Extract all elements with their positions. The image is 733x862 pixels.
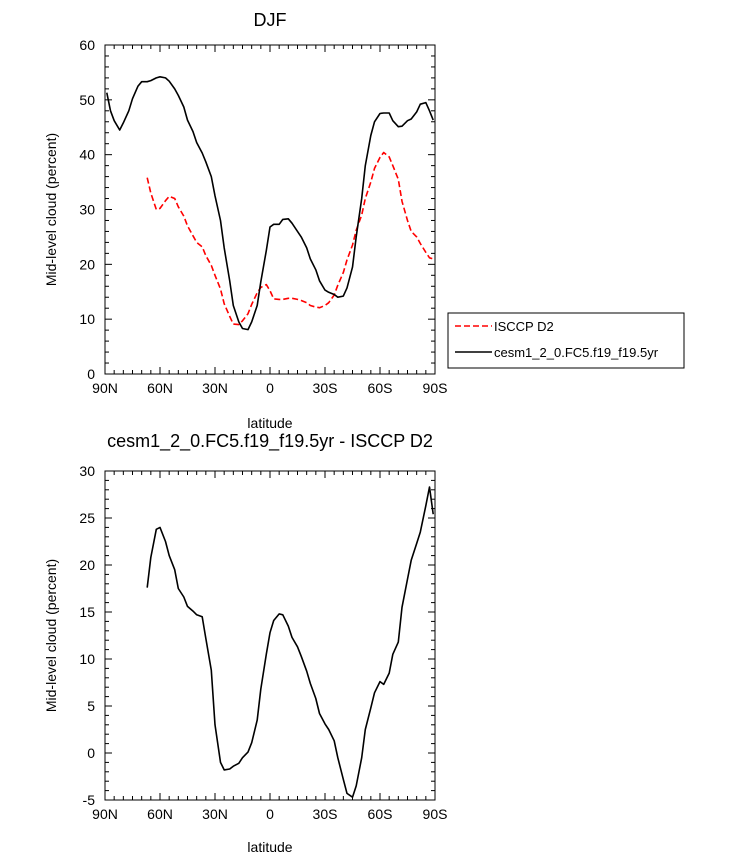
legend-label-cesm: cesm1_2_0.FC5.f19_f19.5yr <box>494 345 659 360</box>
chart-title: DJF <box>254 10 287 30</box>
x-tick-label: 90S <box>423 806 448 822</box>
legend: ISCCP D2 cesm1_2_0.FC5.f19_f19.5yr <box>447 312 685 369</box>
x-tick-label: 0 <box>266 806 274 822</box>
x-tick-label: 60N <box>147 806 173 822</box>
legend-box <box>447 312 685 369</box>
x-tick-label: 0 <box>266 380 274 396</box>
x-axis-label: latitude <box>247 839 292 855</box>
tick-labels: 90N 60N 30N 0 30S 60S 90S 0 10 20 30 40 50 60 <box>79 37 447 396</box>
series-group <box>146 486 434 798</box>
y-tick-label: 0 <box>87 745 95 761</box>
x-tick-label: 90S <box>423 380 448 396</box>
plot-frame <box>104 44 436 375</box>
y-tick-label: 50 <box>79 92 95 108</box>
chart-title: cesm1_2_0.FC5.f19_f19.5yr - ISCCP D2 <box>107 431 433 452</box>
y-tick-label: 25 <box>79 510 95 526</box>
x-tick-label: 90N <box>92 380 118 396</box>
series-line-0 <box>146 486 434 798</box>
x-tick-label: 60N <box>147 380 173 396</box>
y-tick-label: 20 <box>79 557 95 573</box>
y-tick-label: 0 <box>87 366 95 382</box>
y-tick-label: -5 <box>83 792 96 808</box>
plot-frame <box>104 470 436 801</box>
x-tick-label: 30N <box>202 380 228 396</box>
y-tick-label: 30 <box>79 202 95 218</box>
y-axis-label: Mid-level cloud (percent) <box>43 133 59 286</box>
y-tick-label: 20 <box>79 256 95 272</box>
y-tick-label: 60 <box>79 37 95 53</box>
x-tick-label: 30S <box>313 806 338 822</box>
x-tick-label: 60S <box>368 806 393 822</box>
x-tick-label: 90N <box>92 806 118 822</box>
series-line-1 <box>106 76 434 331</box>
ticks <box>104 44 436 375</box>
x-tick-label: 30N <box>202 806 228 822</box>
chart-djf: DJF 90N 60N 30N 0 30S 60S 90S 0 10 20 30 40 50 60 lat… <box>43 10 447 431</box>
y-tick-label: 30 <box>79 463 95 479</box>
y-tick-label: 40 <box>79 147 95 163</box>
series-group <box>106 76 434 331</box>
tick-labels: 90N 60N 30N 0 30S 60S 90S -5 0 5 10 15 20 25 30 <box>79 463 447 822</box>
x-axis-label: latitude <box>247 415 292 431</box>
y-tick-label: 15 <box>79 604 95 620</box>
legend-label-isccp: ISCCP D2 <box>494 319 554 334</box>
x-tick-label: 30S <box>313 380 338 396</box>
y-tick-label: 5 <box>87 698 95 714</box>
y-tick-label: 10 <box>79 311 95 327</box>
x-tick-label: 60S <box>368 380 393 396</box>
y-axis-label: Mid-level cloud (percent) <box>43 559 59 712</box>
chart-difference: cesm1_2_0.FC5.f19_f19.5yr - ISCCP D2 90N… <box>43 431 447 855</box>
y-tick-label: 10 <box>79 651 95 667</box>
series-line-0 <box>146 151 434 326</box>
